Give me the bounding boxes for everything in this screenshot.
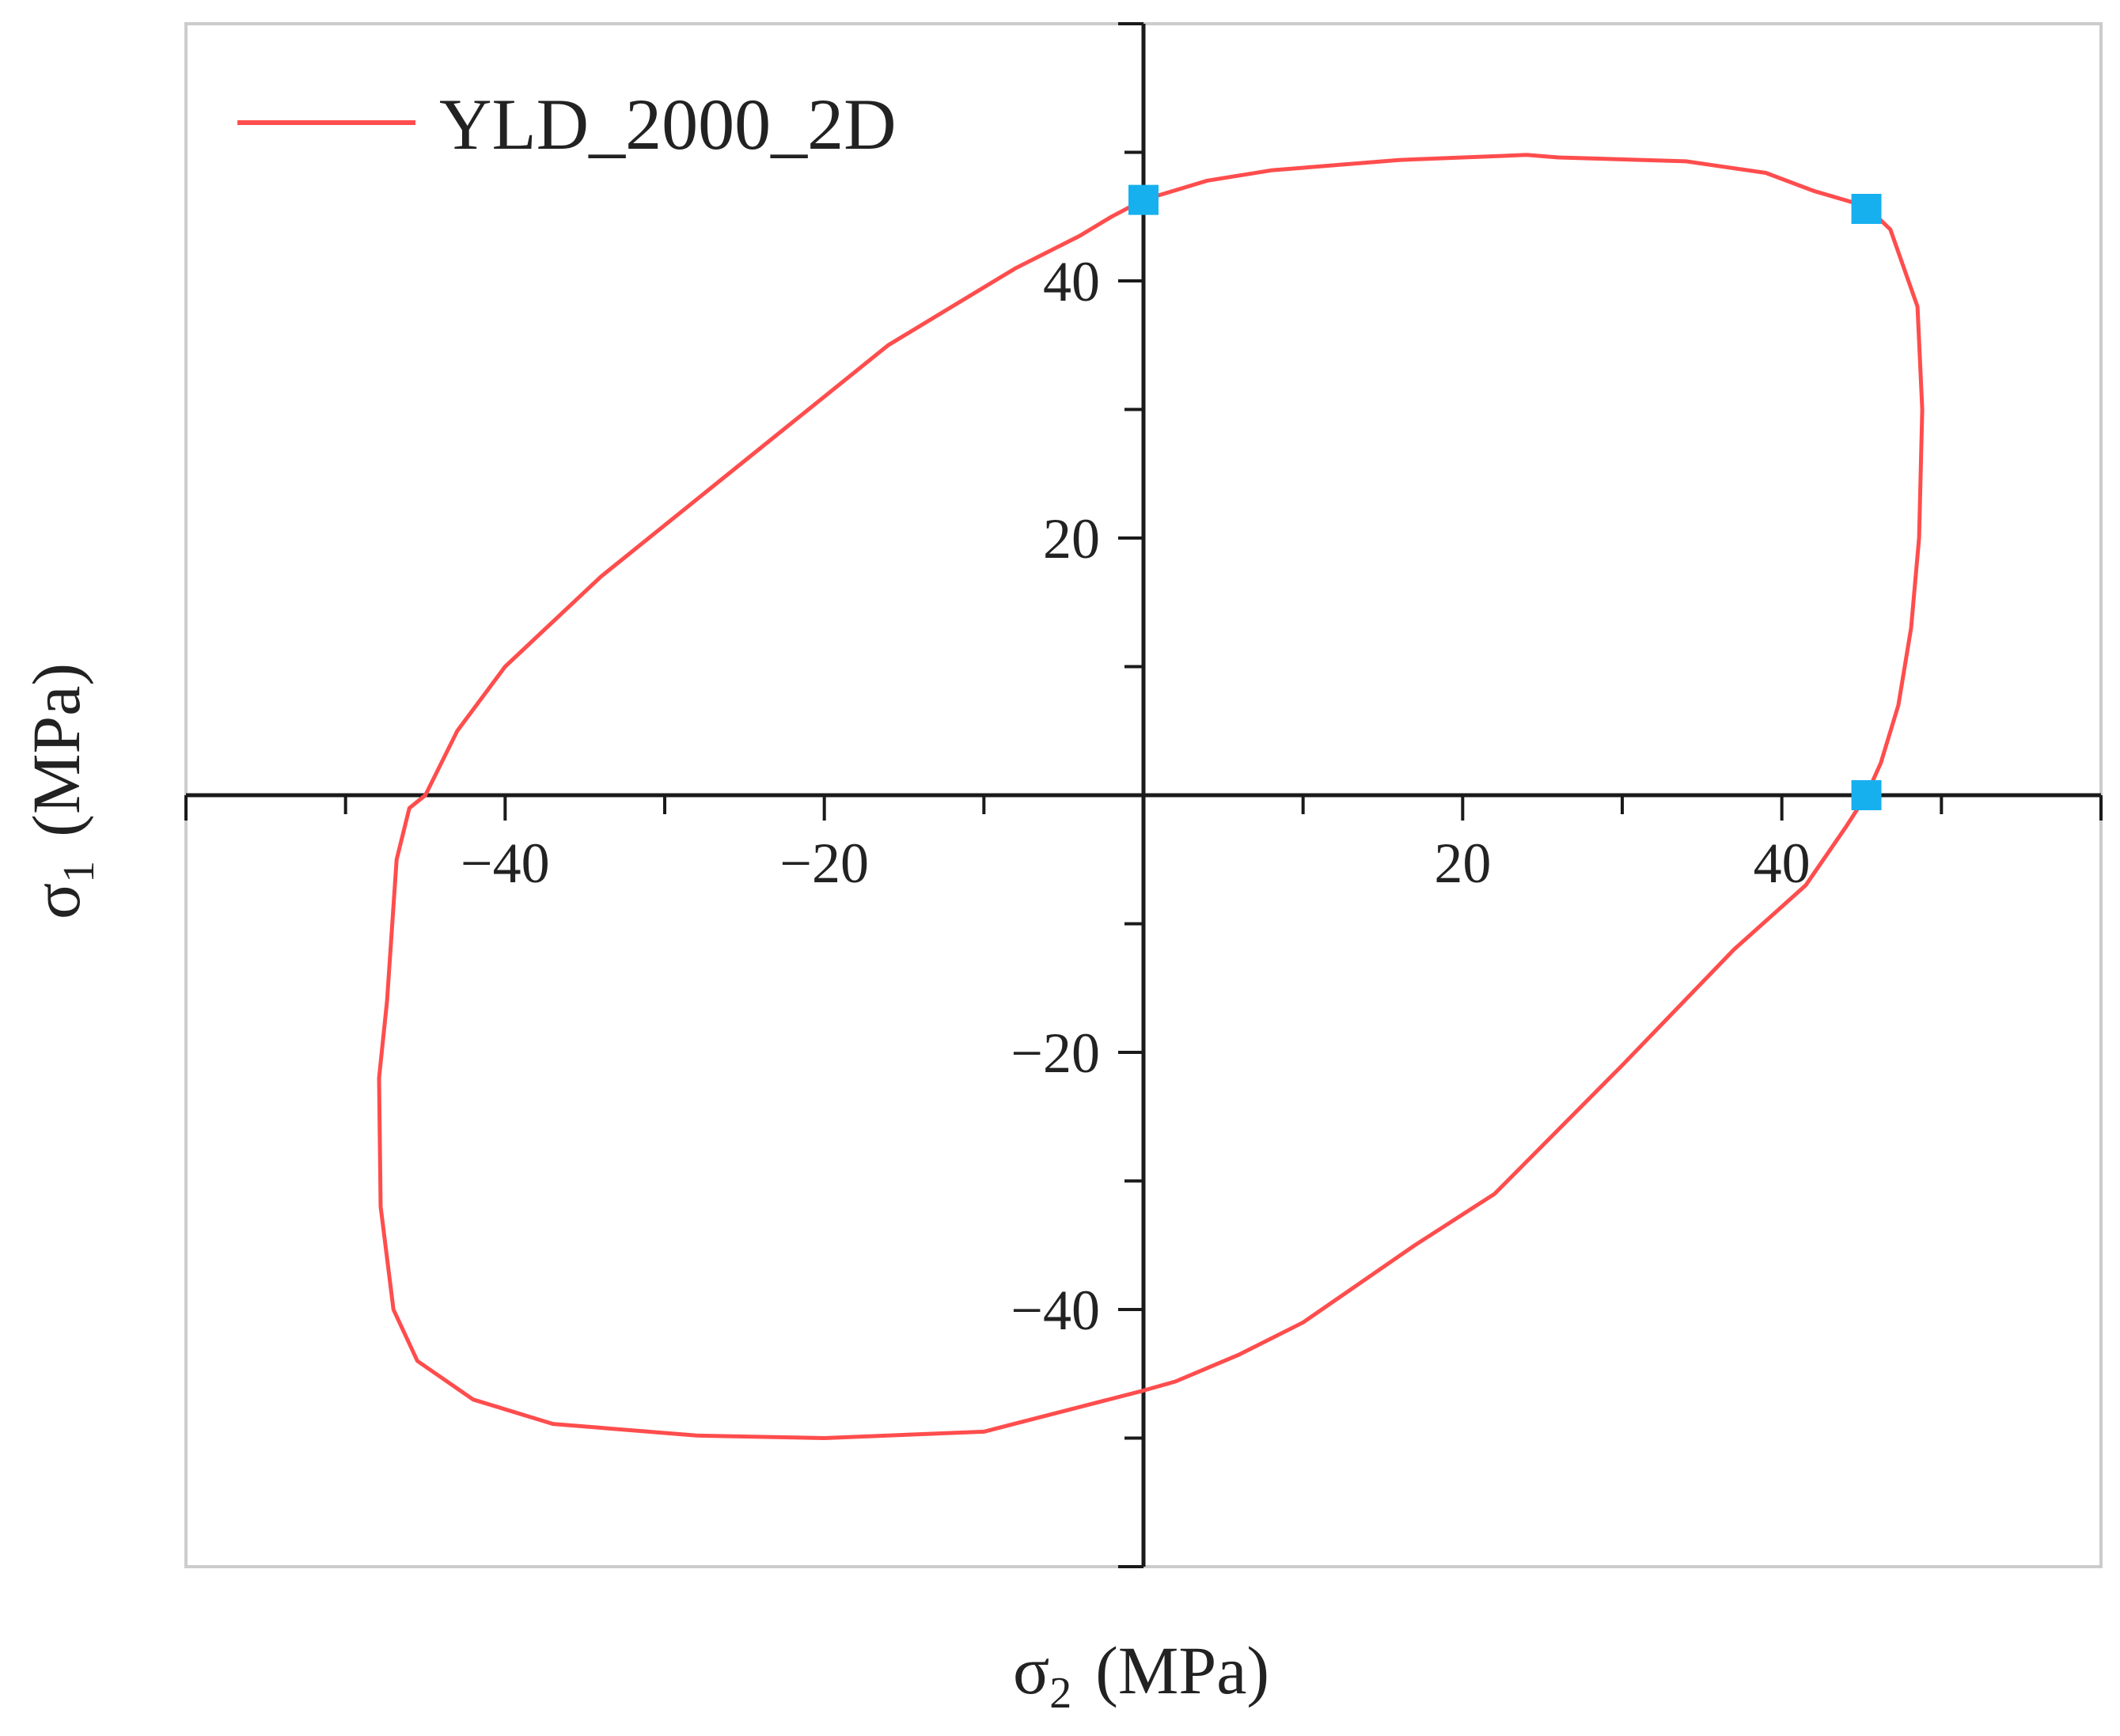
- y-axis-subscript: 1: [55, 861, 104, 883]
- data-point-marker: [1851, 194, 1882, 224]
- y-tick-label: −20: [1011, 1022, 1100, 1085]
- series-curve-yld-2000-2d: [377, 153, 1925, 1440]
- x-axis-subscript: 2: [1049, 1669, 1071, 1718]
- legend: YLD_2000_2D: [237, 84, 897, 165]
- y-tick-label: −40: [1011, 1279, 1100, 1342]
- legend-label: YLD_2000_2D: [439, 84, 897, 165]
- y-tick-label: 20: [1043, 507, 1100, 570]
- x-tick-label: 20: [1434, 832, 1491, 895]
- x-axis-unit: (MPa): [1095, 1632, 1269, 1708]
- x-tick-label: 40: [1754, 832, 1811, 895]
- y-axis-title: σ1 (MPa): [18, 663, 104, 919]
- data-point-marker: [1128, 184, 1159, 215]
- x-tick-label: −40: [461, 832, 550, 895]
- y-axis-symbol: σ: [18, 883, 94, 919]
- y-axis-unit: (MPa): [18, 663, 94, 837]
- y-tick-label: 40: [1043, 250, 1100, 313]
- ticks-layer: [184, 22, 2103, 1568]
- data-point-marker: [1851, 780, 1882, 810]
- data-markers: [1128, 184, 1882, 810]
- x-axis-symbol: σ: [1013, 1632, 1049, 1708]
- x-tick-labels: −40 −20 20 40: [461, 832, 1811, 895]
- y-tick-labels: 40 20 −20 −40: [1011, 250, 1100, 1342]
- x-axis-title: σ2 (MPa): [1013, 1632, 1269, 1718]
- x-tick-label: −20: [779, 832, 869, 895]
